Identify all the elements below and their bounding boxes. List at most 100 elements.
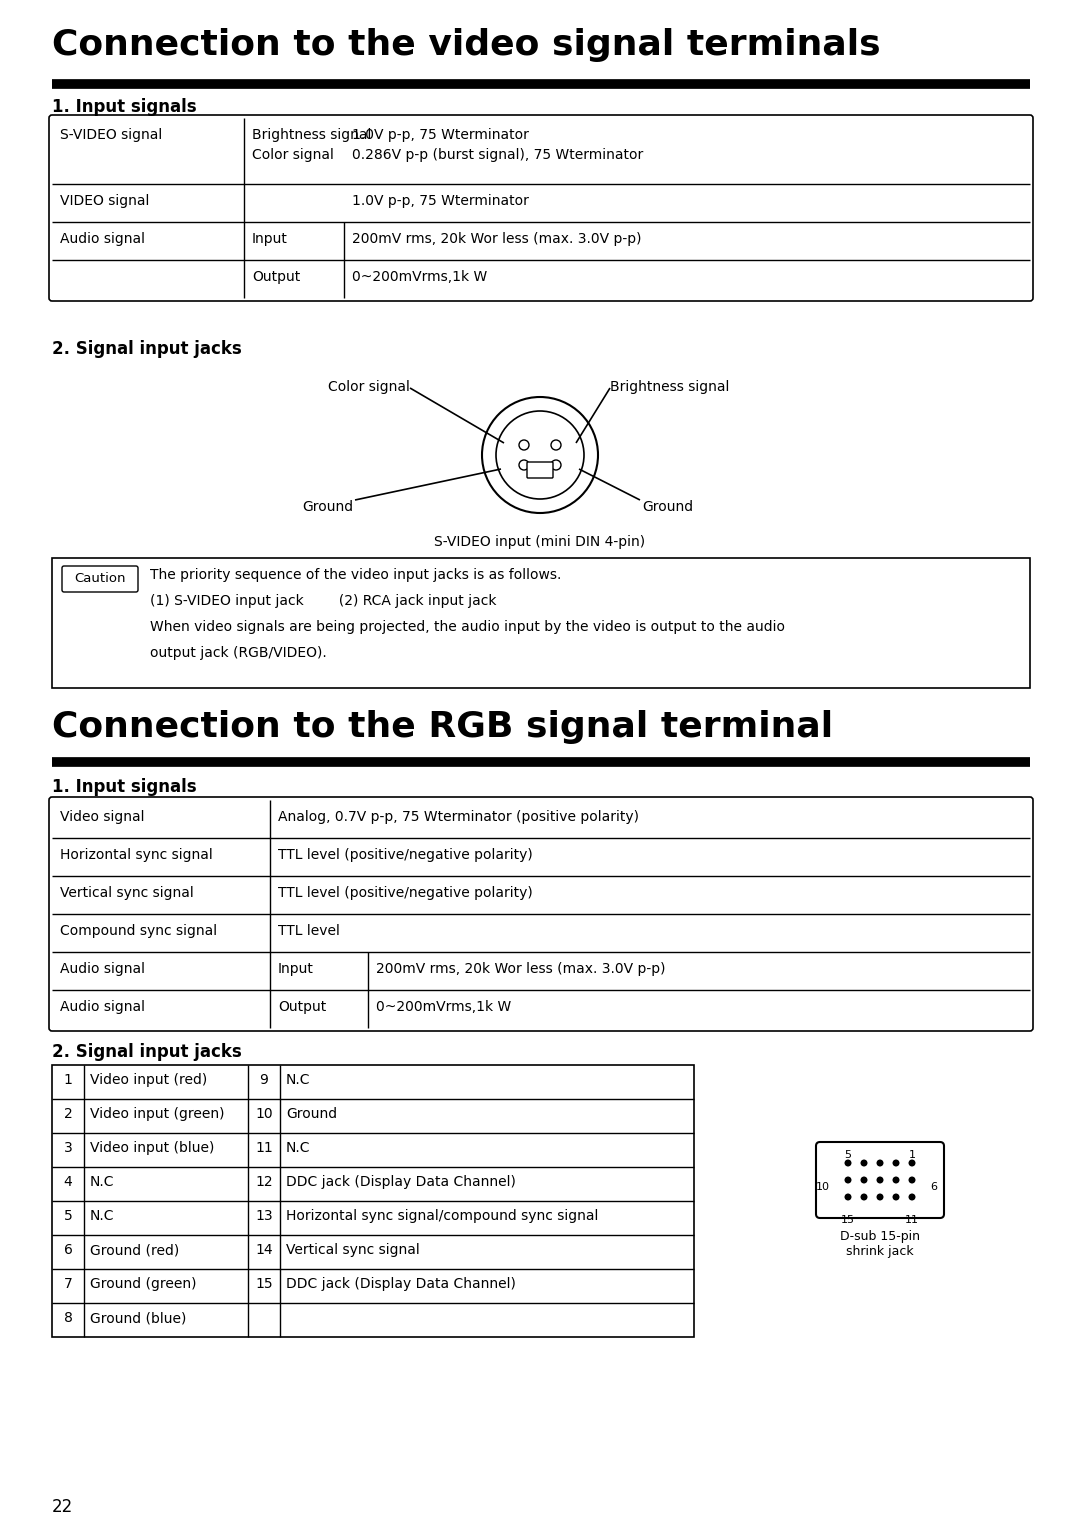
Circle shape — [908, 1160, 916, 1166]
Text: 1: 1 — [908, 1151, 916, 1160]
Text: 0~200mVrms,1k W: 0~200mVrms,1k W — [376, 999, 511, 1015]
FancyBboxPatch shape — [62, 565, 138, 591]
Text: 11: 11 — [255, 1141, 273, 1155]
Text: Vertical sync signal: Vertical sync signal — [286, 1242, 420, 1258]
Text: 9: 9 — [259, 1073, 269, 1086]
Text: 7: 7 — [64, 1277, 72, 1291]
Text: When video signals are being projected, the audio input by the video is output t: When video signals are being projected, … — [150, 620, 785, 634]
Text: Video input (green): Video input (green) — [90, 1106, 225, 1122]
Text: Brightness signal: Brightness signal — [252, 128, 372, 142]
Text: N.C: N.C — [90, 1175, 114, 1189]
Circle shape — [519, 460, 529, 471]
Circle shape — [892, 1193, 900, 1201]
Text: Color signal: Color signal — [252, 148, 334, 162]
Text: N.C: N.C — [286, 1073, 311, 1086]
Text: 2. Signal input jacks: 2. Signal input jacks — [52, 341, 242, 358]
Text: Output: Output — [252, 270, 300, 284]
Circle shape — [861, 1193, 867, 1201]
Text: DDC jack (Display Data Channel): DDC jack (Display Data Channel) — [286, 1277, 516, 1291]
Text: TTL level: TTL level — [278, 924, 340, 938]
Text: Vertical sync signal: Vertical sync signal — [60, 886, 193, 900]
Bar — [52, 1065, 694, 1337]
Text: D-sub 15-pin
shrink jack: D-sub 15-pin shrink jack — [840, 1230, 920, 1258]
Text: Ground (green): Ground (green) — [90, 1277, 197, 1291]
Circle shape — [845, 1160, 851, 1166]
Text: 15: 15 — [255, 1277, 273, 1291]
Text: 15: 15 — [841, 1215, 855, 1225]
Text: 11: 11 — [905, 1215, 919, 1225]
Text: Audio signal: Audio signal — [60, 232, 145, 246]
Text: 200mV rms, 20k Wor less (max. 3.0V p-p): 200mV rms, 20k Wor less (max. 3.0V p-p) — [352, 232, 642, 246]
Text: Input: Input — [252, 232, 288, 246]
Circle shape — [892, 1160, 900, 1166]
Text: Brightness signal: Brightness signal — [610, 380, 729, 394]
Text: 5: 5 — [845, 1151, 851, 1160]
Text: Connection to the RGB signal terminal: Connection to the RGB signal terminal — [52, 711, 833, 744]
Circle shape — [496, 411, 584, 500]
Text: S-VIDEO input (mini DIN 4-pin): S-VIDEO input (mini DIN 4-pin) — [434, 535, 646, 549]
Text: Horizontal sync signal/compound sync signal: Horizontal sync signal/compound sync sig… — [286, 1209, 598, 1222]
Text: Video input (red): Video input (red) — [90, 1073, 207, 1086]
Text: Analog, 0.7V p-p, 75 Wterminator (positive polarity): Analog, 0.7V p-p, 75 Wterminator (positi… — [278, 810, 639, 824]
Text: DDC jack (Display Data Channel): DDC jack (Display Data Channel) — [286, 1175, 516, 1189]
Text: 1. Input signals: 1. Input signals — [52, 778, 197, 796]
Text: 200mV rms, 20k Wor less (max. 3.0V p-p): 200mV rms, 20k Wor less (max. 3.0V p-p) — [376, 963, 665, 976]
Circle shape — [892, 1177, 900, 1184]
Text: Video input (blue): Video input (blue) — [90, 1141, 214, 1155]
Text: Caution: Caution — [75, 571, 125, 585]
Circle shape — [482, 397, 598, 513]
Text: The priority sequence of the video input jacks is as follows.: The priority sequence of the video input… — [150, 568, 562, 582]
Circle shape — [551, 460, 561, 471]
Text: Ground (red): Ground (red) — [90, 1242, 179, 1258]
Text: 1. Input signals: 1. Input signals — [52, 98, 197, 116]
Text: Audio signal: Audio signal — [60, 999, 145, 1015]
Text: Connection to the video signal terminals: Connection to the video signal terminals — [52, 28, 880, 63]
Text: 4: 4 — [64, 1175, 72, 1189]
Text: N.C: N.C — [90, 1209, 114, 1222]
Text: 13: 13 — [255, 1209, 273, 1222]
Text: 8: 8 — [64, 1311, 72, 1325]
Text: Ground: Ground — [302, 500, 353, 513]
Text: 2. Signal input jacks: 2. Signal input jacks — [52, 1044, 242, 1060]
Text: Color signal: Color signal — [328, 380, 410, 394]
Text: Horizontal sync signal: Horizontal sync signal — [60, 848, 213, 862]
Text: 1.0V p-p, 75 Wterminator: 1.0V p-p, 75 Wterminator — [352, 128, 529, 142]
Text: 3: 3 — [64, 1141, 72, 1155]
Text: TTL level (positive/negative polarity): TTL level (positive/negative polarity) — [278, 886, 532, 900]
Bar — [52, 558, 1030, 688]
Text: 12: 12 — [255, 1175, 273, 1189]
Text: (1) S-VIDEO input jack        (2) RCA jack input jack: (1) S-VIDEO input jack (2) RCA jack inpu… — [150, 594, 497, 608]
Text: Compound sync signal: Compound sync signal — [60, 924, 217, 938]
Text: 2: 2 — [64, 1106, 72, 1122]
Text: Ground: Ground — [286, 1106, 337, 1122]
Text: 1.0V p-p, 75 Wterminator: 1.0V p-p, 75 Wterminator — [352, 194, 529, 208]
Text: 6: 6 — [930, 1183, 937, 1192]
Text: TTL level (positive/negative polarity): TTL level (positive/negative polarity) — [278, 848, 532, 862]
Text: Input: Input — [278, 963, 314, 976]
Circle shape — [845, 1193, 851, 1201]
Text: 10: 10 — [255, 1106, 273, 1122]
FancyBboxPatch shape — [49, 115, 1032, 301]
Text: Audio signal: Audio signal — [60, 963, 145, 976]
Text: 22: 22 — [52, 1497, 73, 1516]
Text: Ground: Ground — [642, 500, 693, 513]
Circle shape — [877, 1177, 883, 1184]
Text: Output: Output — [278, 999, 326, 1015]
Text: VIDEO signal: VIDEO signal — [60, 194, 149, 208]
Circle shape — [908, 1177, 916, 1184]
Text: Video signal: Video signal — [60, 810, 145, 824]
Text: 5: 5 — [64, 1209, 72, 1222]
Circle shape — [519, 440, 529, 451]
Text: Ground (blue): Ground (blue) — [90, 1311, 187, 1325]
Circle shape — [877, 1160, 883, 1166]
Text: S-VIDEO signal: S-VIDEO signal — [60, 128, 162, 142]
FancyBboxPatch shape — [816, 1141, 944, 1218]
Circle shape — [861, 1160, 867, 1166]
FancyBboxPatch shape — [49, 798, 1032, 1031]
Circle shape — [861, 1177, 867, 1184]
Text: 0~200mVrms,1k W: 0~200mVrms,1k W — [352, 270, 487, 284]
Circle shape — [877, 1193, 883, 1201]
Circle shape — [551, 440, 561, 451]
Text: 14: 14 — [255, 1242, 273, 1258]
Text: output jack (RGB/VIDEO).: output jack (RGB/VIDEO). — [150, 646, 327, 660]
